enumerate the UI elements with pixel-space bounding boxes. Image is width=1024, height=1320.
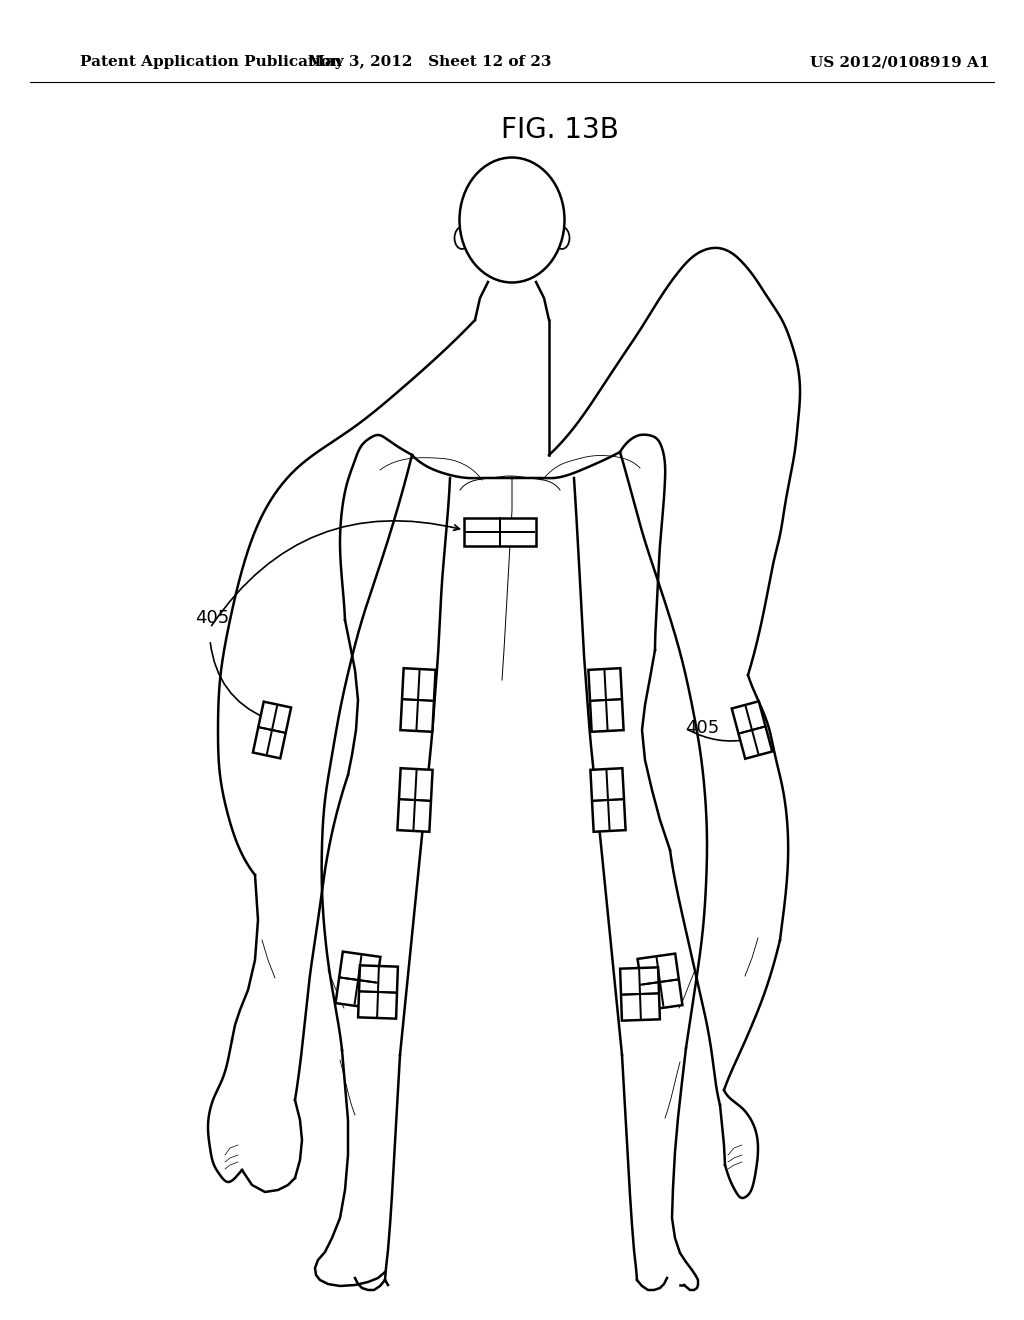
- FancyBboxPatch shape: [400, 668, 435, 731]
- Ellipse shape: [555, 227, 569, 249]
- FancyBboxPatch shape: [336, 952, 381, 1008]
- FancyBboxPatch shape: [464, 517, 536, 546]
- Text: FIG. 13B: FIG. 13B: [501, 116, 618, 144]
- Ellipse shape: [460, 157, 564, 282]
- FancyBboxPatch shape: [397, 768, 432, 832]
- Ellipse shape: [455, 227, 469, 249]
- FancyBboxPatch shape: [621, 968, 659, 1020]
- FancyBboxPatch shape: [732, 701, 772, 759]
- FancyBboxPatch shape: [589, 668, 624, 731]
- FancyBboxPatch shape: [638, 953, 682, 1010]
- Text: Patent Application Publication: Patent Application Publication: [80, 55, 342, 69]
- Text: May 3, 2012   Sheet 12 of 23: May 3, 2012 Sheet 12 of 23: [308, 55, 552, 69]
- Text: US 2012/0108919 A1: US 2012/0108919 A1: [810, 55, 990, 69]
- Text: 405: 405: [195, 609, 229, 627]
- FancyBboxPatch shape: [253, 702, 291, 759]
- FancyBboxPatch shape: [358, 965, 398, 1019]
- FancyBboxPatch shape: [591, 768, 626, 832]
- Text: 405: 405: [685, 719, 719, 737]
